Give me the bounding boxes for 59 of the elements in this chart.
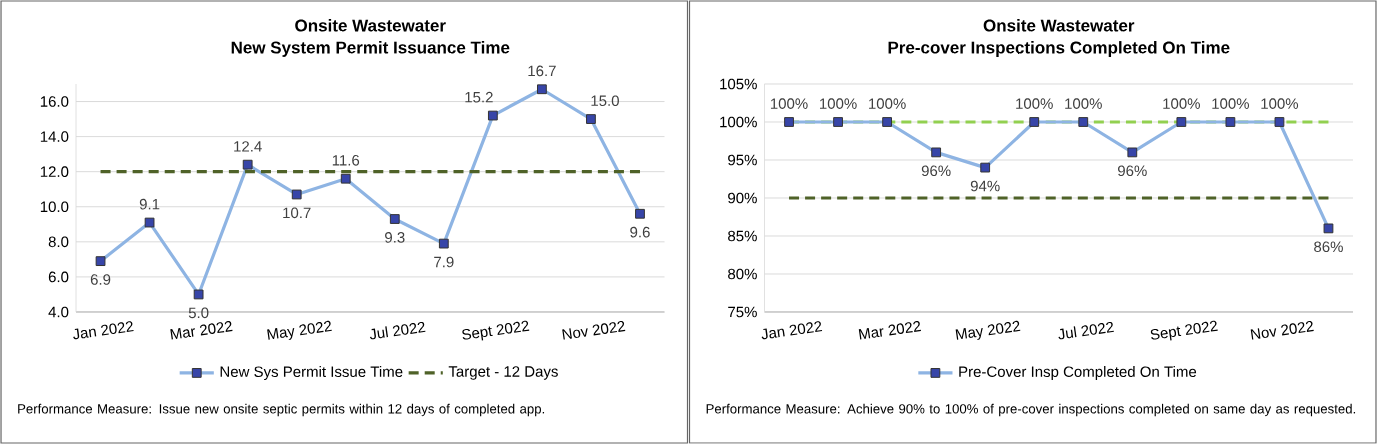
y-tick-label: 10.0 (40, 201, 69, 213)
data-label: 9.1 (139, 198, 160, 210)
y-tick-label: 105% (720, 78, 757, 90)
data-label: 7.9 (434, 256, 454, 268)
y-tick-label: 90% (728, 192, 757, 204)
data-label: 100% (1065, 98, 1102, 109)
x-tick-label: May 2022 (267, 320, 332, 340)
x-tick-label: Nov 2022 (562, 320, 626, 340)
chart-subtitle: New System Permit Issuance Time (231, 41, 510, 57)
x-tick-label: Jul 2022 (1058, 321, 1114, 340)
data-label: 100% (820, 98, 857, 109)
text: Performance Measure: Achieve 90% to 100% of pre-cover inspections completed on same day as requested. (706, 403, 1356, 417)
x-tick-label: Jan 2022 (761, 321, 823, 340)
x-tick-label: Mar 2022 (170, 321, 233, 340)
data-label: 6.9 (90, 274, 111, 285)
y-tick-label: 12.0 (40, 166, 69, 177)
data-label: 96% (921, 165, 951, 177)
text: Performance Measure: Issue new onsite septic permits within 12 days of completed app. (18, 403, 545, 417)
data-label: 96% (1117, 165, 1147, 177)
y-tick-label: 16.0 (40, 96, 69, 107)
data-label: 100% (1016, 98, 1053, 109)
data-label: 86% (1314, 241, 1343, 253)
data-label: 11.6 (332, 155, 360, 166)
y-tick-label: 6.0 (48, 271, 69, 283)
data-label: 10.7 (283, 207, 311, 219)
y-tick-label: 80% (728, 268, 757, 280)
legend-label: Target - 12 Days (448, 366, 558, 380)
data-label: 12.4 (234, 141, 262, 152)
data-label: 9.3 (385, 232, 405, 243)
y-tick-label: 85% (728, 230, 757, 242)
data-label: 100% (1212, 98, 1250, 109)
y-tick-label: 4.0 (48, 306, 69, 318)
data-label: 100% (1163, 98, 1200, 109)
y-tick-label: 75% (728, 306, 757, 318)
data-label: 100% (770, 98, 808, 109)
x-tick-label: May 2022 (955, 320, 1021, 340)
x-tick-label: Sept 2022 (462, 320, 530, 341)
legend-label: Pre-Cover Insp Completed On Time (959, 366, 1197, 380)
chart-subtitle: Pre-cover Inspections Completed On Time (888, 41, 1230, 57)
x-tick-label: Sept 2022 (1150, 320, 1218, 341)
y-tick-label: 100% (720, 116, 757, 128)
y-tick-label: 95% (728, 154, 757, 166)
data-label: 100% (869, 98, 906, 109)
x-tick-label: Jan 2022 (73, 321, 134, 340)
chart-title: Onsite Wastewater (295, 19, 446, 32)
data-label: 94% (970, 180, 1000, 192)
data-label: 9.6 (630, 226, 650, 238)
data-label: 5.0 (188, 307, 209, 319)
x-tick-label: Mar 2022 (858, 321, 921, 340)
y-tick-label: 14.0 (40, 131, 69, 142)
data-label: 16.7 (528, 65, 556, 77)
x-tick-label: Nov 2022 (1250, 320, 1314, 340)
legend-label: New Sys Permit Issue Time (220, 366, 403, 380)
x-tick-label: Jul 2022 (369, 321, 426, 340)
y-tick-label: 8.0 (48, 236, 69, 248)
data-label: 100% (1261, 98, 1299, 109)
chart-title: Onsite Wastewater (983, 19, 1135, 32)
data-label: 15.0 (591, 95, 619, 107)
data-label: 15.2 (465, 91, 493, 103)
